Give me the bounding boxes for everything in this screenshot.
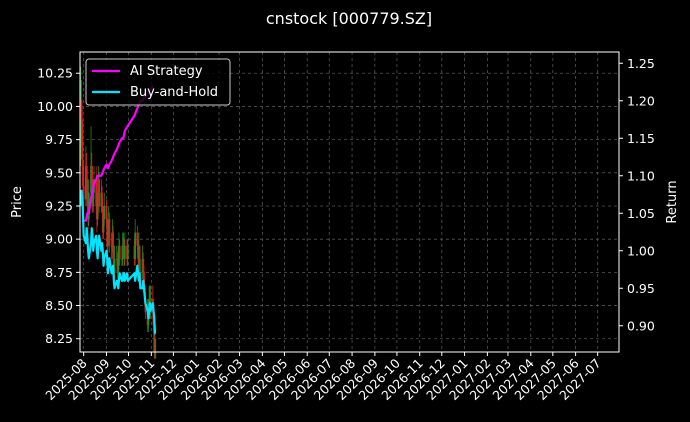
legend: AI Strategy Buy-and-Hold [85,58,231,106]
candle-body [101,192,103,206]
candle-body [142,259,145,273]
y-right-tick-label: 1.20 [627,93,655,108]
y-left-tick-label: 9.25 [45,198,73,213]
candle-body [118,245,121,260]
candle-body [126,245,129,260]
candle-body [138,245,141,273]
y-left-tick-label: 10.00 [37,99,73,114]
candle-body [108,219,111,246]
y-left-tick-label: 8.75 [45,265,73,280]
y-left-tick-label: 9.75 [45,132,73,147]
y-left-tick-label: 10.25 [37,66,73,81]
candle-body [113,259,116,273]
candle-body [81,119,84,160]
candle-body [98,179,101,206]
candle-body [102,219,105,233]
candle-body [95,179,98,206]
y-right-tick-label: 1.15 [627,131,655,146]
candle-body [84,166,87,200]
right-axis-title: Return [665,180,680,223]
y-right-tick-label: 1.25 [627,56,655,71]
left-y-axis: 8.25 8.50 8.75 9.00 9.25 9.50 9.75 10.00 10.25 [37,66,80,346]
candle-body [110,245,113,247]
legend-label-ai-strategy: AI Strategy [130,64,203,79]
series-line-buy-and-hold [79,189,157,335]
candle-body [80,99,83,120]
candle-body [121,259,123,260]
y-left-tick-label: 8.50 [45,298,73,313]
candle-body [143,272,145,286]
right-y-axis: 0.90 0.95 1.00 1.05 1.10 1.15 1.20 1.25 [619,56,655,333]
candle-body [82,186,85,200]
candle-body [117,259,120,273]
candle-body [103,205,106,220]
y-left-tick-label: 9.00 [45,232,73,247]
y-right-tick-label: 0.95 [627,281,655,296]
plot-area-frame [79,51,620,353]
candle-body [90,166,93,180]
candle-body [153,325,156,352]
candle-body [136,232,139,246]
legend-box [85,58,231,106]
y-left-tick-label: 8.25 [45,331,73,346]
candle-body [107,232,109,246]
legend-label-buy-and-hold: Buy-and-Hold [130,85,218,100]
candle-body [105,205,108,220]
candle-body [79,99,82,147]
candle-body [123,245,126,260]
y-right-tick-label: 1.10 [627,168,655,183]
candle-body [92,192,95,206]
candle-body [86,179,89,206]
y-right-tick-label: 0.90 [627,318,655,333]
candle-body [134,232,137,260]
candle-body [96,192,99,220]
candle-body [121,245,124,260]
left-axis-title: Price [10,186,25,218]
y-left-tick-label: 9.50 [45,165,73,180]
candle-body [85,166,88,180]
y-right-tick-label: 1.05 [627,206,655,221]
chart-title: cnstock [000779.SZ] [266,9,432,28]
candle-body [82,159,84,187]
y-right-tick-label: 1.00 [627,243,655,258]
candle-body [112,232,114,260]
